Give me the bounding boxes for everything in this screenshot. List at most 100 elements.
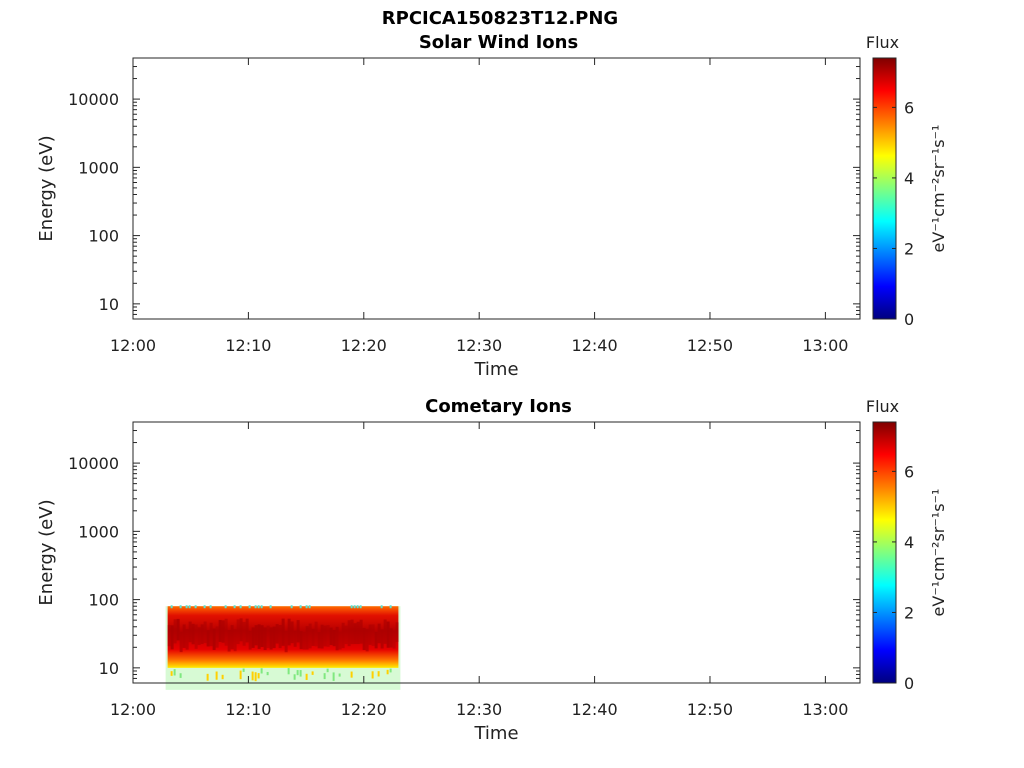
flux-streak	[221, 620, 225, 643]
flux-streak	[260, 625, 264, 648]
flux-speckle	[239, 670, 242, 680]
flux-streak	[335, 626, 339, 651]
flux-streak	[338, 631, 342, 650]
flux-streak	[329, 627, 333, 646]
x-tick-label: 12:50	[687, 700, 733, 719]
colorbar-tick-label: 2	[904, 239, 914, 258]
flux-streak	[314, 621, 318, 647]
flux-streak	[269, 627, 273, 650]
flux-speckle	[371, 671, 374, 679]
flux-streak	[341, 622, 345, 649]
colorbar-tick-label: 4	[904, 533, 914, 552]
flux-streak	[263, 627, 267, 651]
y-tick-label: 10000	[68, 454, 119, 473]
flux-streak	[191, 623, 195, 645]
plot-frame	[132, 421, 861, 684]
flux-speckle	[203, 605, 206, 609]
y-tick-label: 100	[88, 591, 119, 610]
flux-streak	[236, 619, 240, 645]
flux-streak	[362, 627, 366, 651]
x-tick-label: 12:30	[456, 336, 502, 355]
colorbar-unit-label: eV⁻¹cm⁻²sr⁻¹s⁻¹	[929, 489, 948, 617]
flux-streak	[305, 626, 309, 650]
flux-speckle	[254, 605, 257, 609]
flux-streak	[266, 625, 270, 649]
flux-speckle	[239, 605, 242, 609]
flux-speckle	[206, 673, 209, 681]
flux-streak	[200, 624, 204, 645]
flux-streak	[350, 619, 354, 645]
flux-streak	[371, 624, 375, 646]
flux-streak	[203, 621, 207, 644]
flux-streak	[182, 624, 186, 648]
flux-streak	[317, 631, 321, 649]
flux-speckle	[209, 605, 212, 609]
flux-streak	[224, 618, 228, 646]
colorbar-gradient	[872, 57, 897, 320]
flux-streak	[299, 631, 303, 650]
colorbar: Flux 0 2 4 6 eV⁻¹cm⁻²sr⁻¹s⁻¹	[866, 33, 948, 329]
flux-speckle	[350, 671, 353, 678]
flux-speckle	[386, 669, 389, 675]
flux-speckle	[173, 669, 176, 676]
flux-streak	[278, 625, 282, 649]
flux-streak	[233, 629, 237, 652]
flux-speckle	[380, 605, 383, 609]
flux-streak	[245, 618, 249, 643]
flux-speckle	[257, 605, 260, 609]
flux-streak	[356, 621, 360, 645]
flux-streak	[230, 625, 234, 650]
flux-streak	[257, 624, 261, 649]
flux-speckle	[389, 605, 392, 609]
flux-streak	[170, 625, 174, 650]
colorbar-tick-label: 4	[904, 169, 914, 188]
flux-streak	[311, 628, 315, 646]
flux-streak	[395, 622, 399, 642]
colorbar-title: Flux	[866, 33, 899, 52]
panel-title: Cometary Ions	[425, 396, 572, 417]
flux-streak	[353, 623, 357, 645]
y-tick-label: 10	[99, 659, 119, 678]
x-tick-label: 13:00	[802, 336, 848, 355]
flux-speckle	[311, 671, 314, 675]
flux-speckle	[308, 605, 311, 609]
x-axis-label: Time	[473, 723, 518, 744]
flux-streak	[386, 621, 390, 648]
flux-streak	[242, 621, 246, 646]
flux-speckle	[242, 668, 245, 672]
flux-streak	[206, 630, 210, 647]
flux-streak	[176, 618, 180, 641]
flux-streak	[308, 623, 312, 649]
flux-streak	[293, 630, 297, 647]
flux-streak	[272, 626, 276, 649]
flux-streak	[215, 626, 219, 648]
flux-streak	[290, 621, 294, 644]
x-tick-label: 12:20	[341, 700, 387, 719]
x-tick-label: 12:40	[572, 700, 618, 719]
flux-streak	[323, 625, 327, 647]
flux-streak	[359, 619, 363, 644]
flux-streak	[392, 630, 396, 649]
x-tick-label: 12:20	[341, 336, 387, 355]
flux-streak	[284, 630, 288, 653]
flux-speckle	[305, 673, 308, 680]
flux-speckle	[269, 605, 272, 609]
flux-speckle	[260, 605, 263, 609]
flux-speckle	[224, 605, 227, 609]
flux-streak	[332, 630, 336, 647]
panel-title: Solar Wind Ions	[419, 32, 578, 53]
flux-streak	[251, 627, 255, 648]
flux-speckle	[179, 673, 182, 678]
flux-speckle	[377, 671, 380, 677]
flux-streak	[167, 625, 171, 647]
plot-frame	[132, 57, 861, 320]
figure-title: RPCICA150823T12.PNG	[382, 8, 618, 29]
flux-speckle	[356, 605, 359, 609]
flux-speckle	[350, 605, 353, 609]
flux-streak	[197, 627, 201, 645]
flux-speckle	[260, 668, 263, 674]
flux-streak	[185, 629, 189, 650]
flux-speckle	[170, 671, 173, 676]
colorbar-tick-label: 6	[904, 98, 914, 117]
flux-streak	[194, 624, 198, 649]
